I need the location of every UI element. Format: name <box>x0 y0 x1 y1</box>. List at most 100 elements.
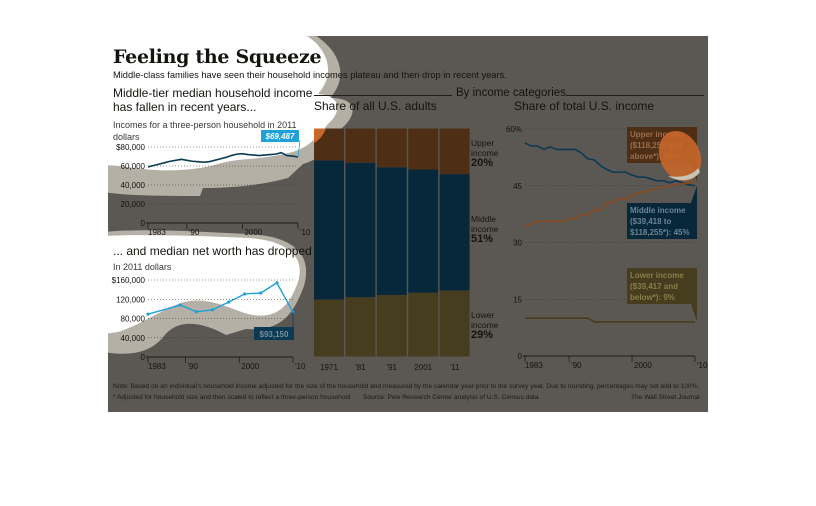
upper-callout-spotlight-halo <box>668 168 700 181</box>
income-share-callout-pointer <box>691 185 697 203</box>
bar-middle-income-91 <box>376 167 407 295</box>
income-callout-box <box>261 130 299 142</box>
bar-category-label: '91 <box>387 363 398 372</box>
bar-upper-income-81 <box>345 128 376 163</box>
section-rule-right <box>566 95 704 96</box>
legend-lower: Lower income 29% <box>471 310 499 341</box>
section-label: By income categories <box>456 87 566 99</box>
bar-lower-income-1971 <box>314 299 344 357</box>
household_income-line-median-household-income <box>147 151 299 168</box>
income-share-callout-text: ($39,417 and <box>630 282 678 291</box>
household_income-xtick-label: '90 <box>189 228 200 237</box>
share_income-xtick-label: 2000 <box>634 361 652 370</box>
legend-lower-line1: Lower <box>471 310 495 320</box>
net_worth-ytick-label: 40,000 <box>121 334 146 343</box>
income-share-callout-text: Upper income <box>630 130 684 139</box>
share_income-ytick-label: 15 <box>513 295 522 304</box>
section-rule-left <box>314 95 452 96</box>
net_worth-ytick-label: 80,000 <box>121 315 146 324</box>
net_worth-xtick-label: '10 <box>295 362 306 371</box>
legend-upper-line1: Upper <box>471 138 495 148</box>
household_income-xtick-label: 1983 <box>148 228 166 237</box>
bar-category-label: '11 <box>450 363 460 372</box>
networth-chart-title: ... and median net worth has dropped <box>113 244 312 258</box>
net_worth-point <box>210 308 215 312</box>
income-share-callout-box-lower-income <box>627 268 697 304</box>
subtitle: Middle-class families have seen their ho… <box>113 70 507 80</box>
net_worth-point <box>146 312 150 316</box>
net_worth-xtick-label: '90 <box>188 362 199 371</box>
income-share-callout-pointer <box>691 304 697 322</box>
legend-middle-pct: 51% <box>471 233 494 245</box>
income-share-callout-text: $118,255*): 45% <box>630 228 690 237</box>
bar-middle-income-81 <box>345 162 376 298</box>
bar-category-label: '81 <box>355 363 366 372</box>
income-callout-leader <box>297 139 301 158</box>
net_worth-point <box>226 300 231 304</box>
net_worth-xtick-label: 2000 <box>241 362 259 371</box>
household_income-ytick-label: 20,000 <box>121 200 146 209</box>
bar-upper-income-11 <box>439 128 470 175</box>
bar-lower-income-11 <box>439 290 470 357</box>
bar-upper-income-91 <box>376 128 407 168</box>
share_income-line-upper-income <box>524 181 696 228</box>
networth-chart-subtitle: In 2011 dollars <box>113 262 172 272</box>
adults-chart-title: Share of all U.S. adults <box>314 99 437 113</box>
spotlight-overlay <box>108 36 353 354</box>
income-share-callout-text: Middle income <box>630 206 686 215</box>
page-title: Feeling the Squeeze <box>113 46 322 68</box>
networth-callout-label: $93,150 <box>260 330 289 339</box>
net_worth-ytick-label: 120,000 <box>116 295 145 304</box>
networth-callout-box <box>254 327 294 340</box>
income-callout-label: $69,487 <box>265 132 295 141</box>
legend-middle-line2: income <box>471 224 499 234</box>
credit: The Wall Street Journal <box>631 394 700 401</box>
bar-lower-income-2001 <box>408 292 439 357</box>
bar-middle-income-2001 <box>408 169 439 293</box>
net_worth-point <box>178 303 182 307</box>
household_income-ytick-label: 0 <box>141 219 146 228</box>
charts-canvas: 0 20,000 40,000 60,000 $80,000 1983 '90 2000 '10… <box>112 125 708 372</box>
upper-callout-spotlight <box>658 130 702 182</box>
household_income-xtick-label: 2000 <box>244 228 262 237</box>
bar-lower-income-91 <box>376 294 407 357</box>
share_income-ytick-label: 0 <box>518 352 523 361</box>
legend-upper-pct: 20% <box>471 157 494 169</box>
income-share-callout-text: Lower income <box>630 271 684 280</box>
share_income-line-middle-income <box>524 142 696 187</box>
net_worth-point <box>275 281 279 285</box>
share_income-ytick-label: 30 <box>513 239 522 248</box>
bar-middle-income-1971 <box>314 160 344 300</box>
income-share-callout-text: below*): 9% <box>630 293 675 302</box>
legend-upper: Upper income 20% <box>471 138 498 169</box>
income-chart-title: Middle-tier median household income has … <box>113 86 313 114</box>
net_worth-line-median-net-worth <box>147 282 294 315</box>
share_income-xtick-label: 1983 <box>525 361 543 370</box>
net_worth-point <box>259 291 263 295</box>
bar-lower-income-81 <box>345 297 376 357</box>
share_income-ytick-label: 45 <box>513 182 522 191</box>
bar-upper-income-2001 <box>408 128 439 170</box>
share_income-xtick-label: '90 <box>571 361 582 370</box>
legend-lower-line2: income <box>471 320 499 330</box>
share_income-ytick-label: 60% <box>506 125 522 134</box>
spotlight <box>108 36 338 334</box>
income-share-callout-text: above*): 46% <box>630 152 680 161</box>
share_income-xtick-label: '10 <box>697 361 708 370</box>
income-share-chart-title: Share of total U.S. income <box>514 99 655 113</box>
household_income-xtick-label: '10 <box>300 228 311 237</box>
income-share-callout-text: ($39,418 to <box>630 217 671 226</box>
household_income-ytick-label: 40,000 <box>121 181 146 190</box>
upper-bar-highlight-corner <box>314 128 326 143</box>
legend-middle-line1: Middle <box>471 214 497 224</box>
household_income-ytick-label: $80,000 <box>116 143 145 152</box>
legend-lower-pct: 29% <box>471 329 494 341</box>
net_worth-ytick-label: $160,000 <box>112 276 146 285</box>
income-share-callout-box-middle-income <box>627 203 697 239</box>
share_income-line-lower-income <box>525 317 695 323</box>
footnote-asterisk: * Adjusted for household size and then s… <box>113 394 351 401</box>
household_income-ytick-label: 60,000 <box>121 162 146 171</box>
legend-middle: Middle income 51% <box>471 214 499 245</box>
net_worth-point <box>243 292 247 296</box>
bar-category-label: 2001 <box>414 363 432 372</box>
